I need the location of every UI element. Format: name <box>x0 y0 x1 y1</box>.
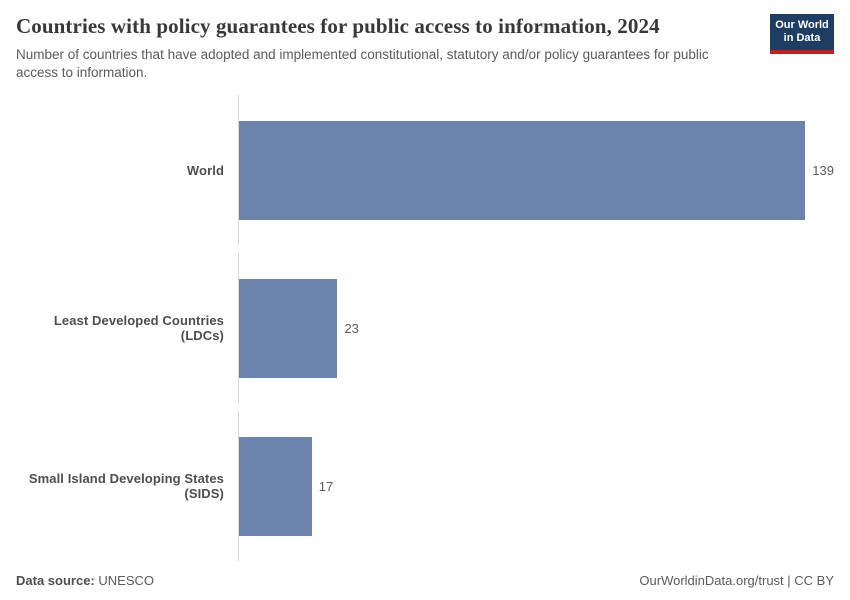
bar-chart-rows: World 139 Least Developed Countries (LDCs)… <box>16 91 834 565</box>
owid-logo: Our World in Data <box>770 14 834 54</box>
bar-chart: World 139 Least Developed Countries (LDCs)… <box>16 91 834 565</box>
bar[interactable] <box>239 278 338 378</box>
category-label: Least Developed Countries (LDCs) <box>53 313 224 344</box>
chart-footer: Data source: UNESCO OurWorldinData.org/t… <box>16 565 834 588</box>
plot-area: 139 <box>238 95 834 246</box>
data-source-value: UNESCO <box>98 573 154 588</box>
bar-row: World 139 <box>16 95 834 246</box>
chart-subtitle: Number of countries that have adopted an… <box>16 47 709 80</box>
chart-title: Countries with policy guarantees for pub… <box>16 14 660 38</box>
category-label: World <box>186 162 224 178</box>
bar[interactable] <box>239 436 312 536</box>
footer-attribution: OurWorldinData.org/trust | CC BY <box>639 573 834 588</box>
plot-area: 17 <box>238 411 834 562</box>
chart-header: Countries with policy guarantees for pub… <box>16 14 834 81</box>
category-label: Small Island Developing States (SIDS) <box>28 471 224 502</box>
bar-value-label: 23 <box>344 320 359 336</box>
data-source-label: Data source: <box>16 573 95 588</box>
data-source: Data source: UNESCO <box>16 573 154 588</box>
bar[interactable] <box>239 120 806 220</box>
owid-logo-line1: Our World <box>775 18 829 31</box>
bar-row: Least Developed Countries (LDCs) 23 <box>16 253 834 404</box>
bar-value-label: 17 <box>318 478 334 494</box>
bar-value-label: 139 <box>812 162 834 178</box>
bar-row: Small Island Developing States (SIDS) 17 <box>16 411 834 562</box>
plot-area: 23 <box>238 253 834 404</box>
owid-logo-line2: in Data <box>783 32 821 44</box>
